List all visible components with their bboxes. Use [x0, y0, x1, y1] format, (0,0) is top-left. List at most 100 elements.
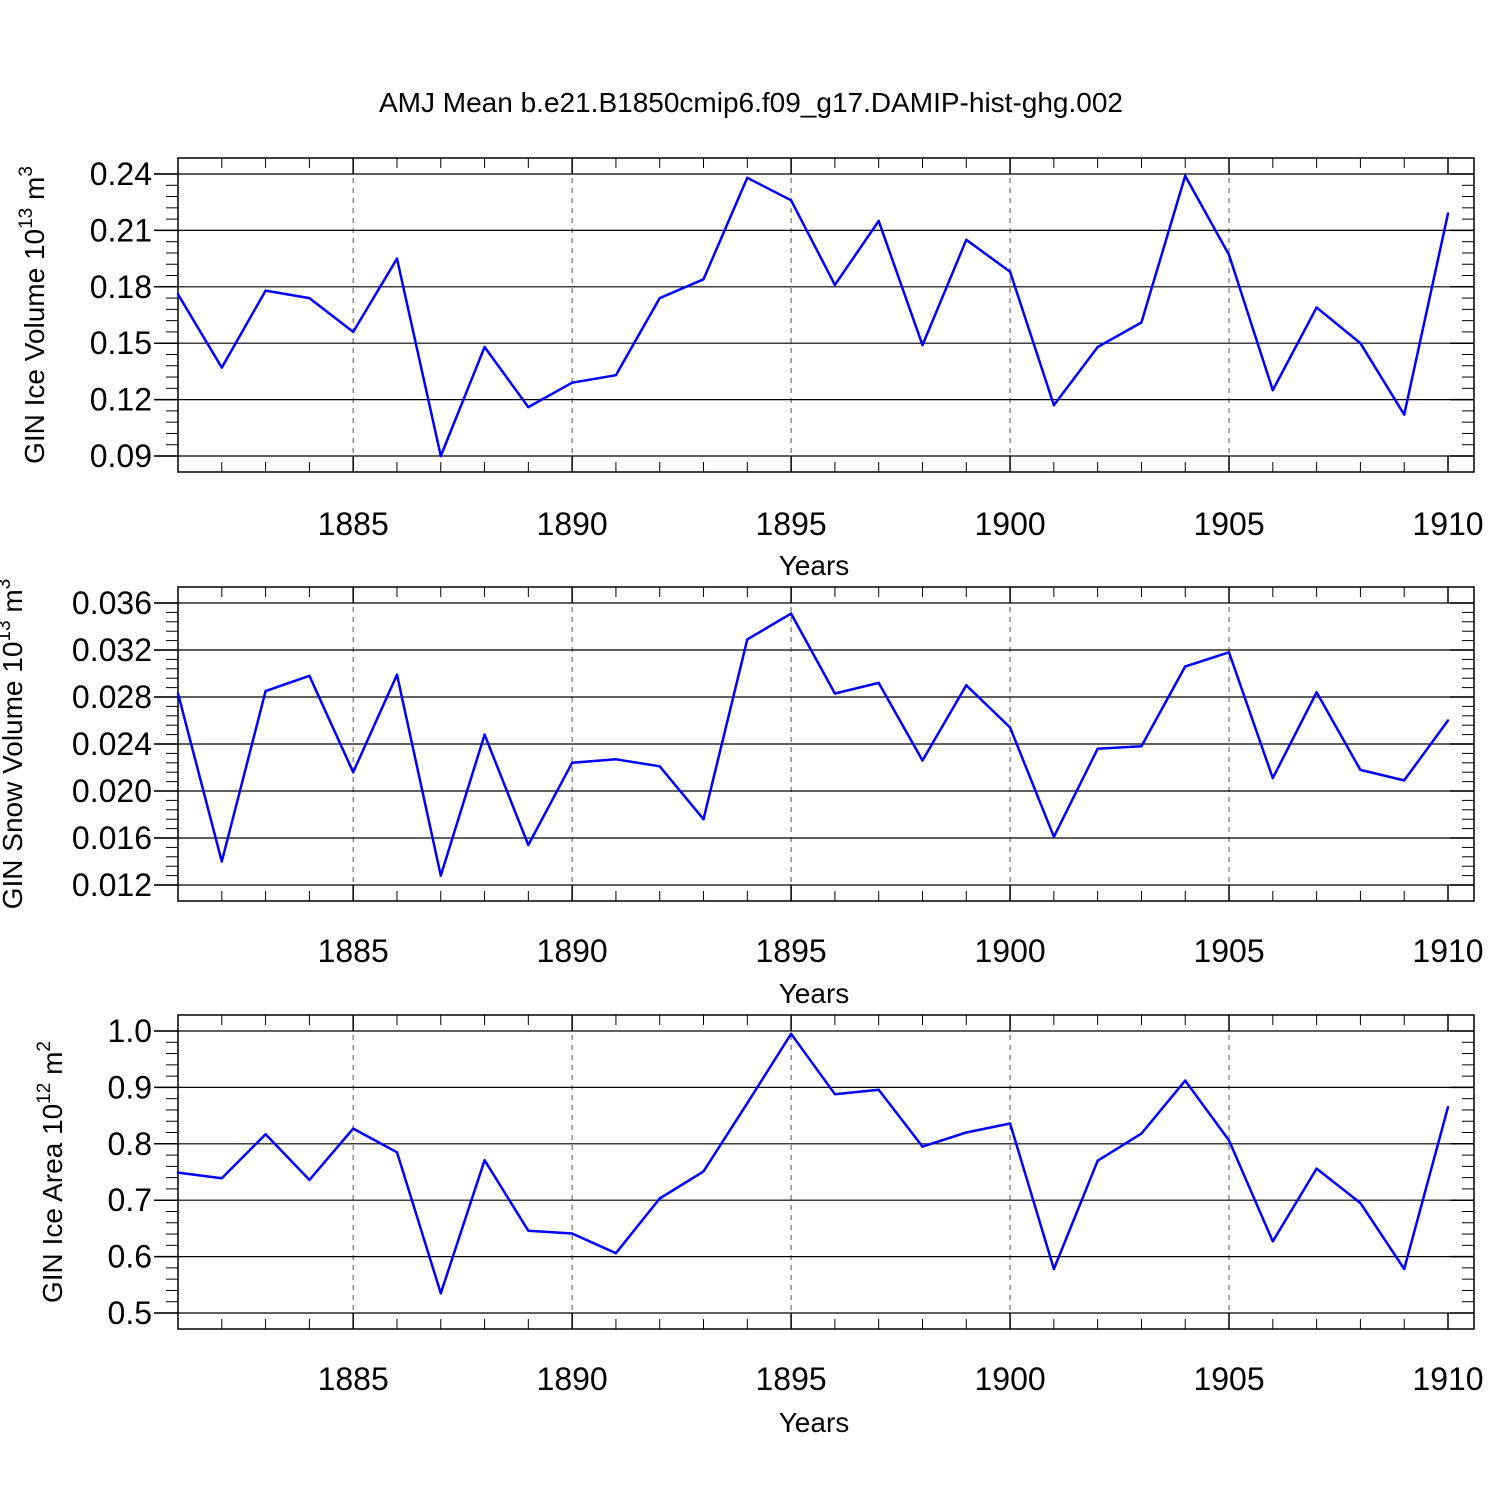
- panel-gin-ice-volume: 0.09 0.12 0.15 0.18 0.21 0.24 1885 1890 1895 1900…: [16, 156, 1484, 581]
- data-point: [264, 689, 267, 693]
- data-point: [702, 278, 705, 281]
- data-point: [439, 874, 442, 877]
- y-tick-label: 0.016: [72, 820, 152, 856]
- data-point: [483, 1158, 486, 1162]
- data-point: [308, 296, 311, 300]
- data-point: [351, 1127, 355, 1130]
- data-point: [1184, 665, 1187, 668]
- data-point: [965, 684, 968, 687]
- data-point: [308, 1178, 311, 1182]
- data-point: [658, 765, 661, 768]
- x-tick-label: 1885: [318, 506, 389, 542]
- data-point: [1271, 776, 1275, 780]
- y-tick-label: 0.5: [108, 1295, 152, 1331]
- data-point: [1184, 174, 1187, 178]
- y-tick-label: 0.7: [108, 1182, 152, 1218]
- data-point: [658, 1197, 661, 1200]
- data-point: [220, 366, 223, 369]
- data-point: [702, 818, 705, 821]
- data-point: [570, 761, 574, 764]
- data-point: [1008, 1122, 1012, 1125]
- data-point: [1008, 270, 1012, 273]
- y-tick-label: 0.15: [90, 325, 152, 361]
- data-point: [483, 345, 486, 349]
- data-point: [1008, 726, 1012, 729]
- x-axis-label: Years: [779, 1407, 850, 1438]
- data-point: [1140, 1132, 1143, 1135]
- data-point: [351, 771, 355, 774]
- data-point: [220, 860, 223, 863]
- data-point: [614, 758, 618, 761]
- y-tick-label: 0.21: [90, 212, 152, 248]
- data-point: [264, 289, 267, 292]
- x-tick-label: 1895: [756, 933, 827, 969]
- data-point: [570, 381, 574, 384]
- x-tick-label: 1900: [974, 933, 1045, 969]
- data-point: [1140, 321, 1143, 324]
- y-tick-label: 0.020: [72, 773, 152, 809]
- series-line: [176, 612, 1450, 877]
- data-point: [1403, 779, 1406, 782]
- data-point: [1403, 413, 1406, 416]
- data-point: [1096, 747, 1099, 750]
- data-point: [1359, 342, 1362, 345]
- data-point: [1446, 1105, 1450, 1109]
- data-point: [1315, 1167, 1318, 1170]
- data-point: [1359, 768, 1362, 772]
- data-point: [176, 1171, 180, 1174]
- x-tick-label: 1895: [756, 1361, 827, 1397]
- data-point: [789, 1032, 793, 1036]
- data-point: [395, 257, 399, 260]
- data-point: [614, 373, 618, 377]
- data-point: [833, 692, 837, 695]
- x-tick-label: 1905: [1193, 506, 1264, 542]
- data-point: [965, 238, 968, 241]
- x-axis-label: Years: [779, 978, 850, 1009]
- data-point: [1403, 1267, 1406, 1271]
- data-point: [789, 612, 793, 615]
- data-point: [1140, 745, 1143, 748]
- data-point: [833, 1092, 837, 1096]
- data-point: [746, 1101, 749, 1105]
- data-point: [570, 1232, 574, 1235]
- x-tick-label: 1890: [537, 1361, 608, 1397]
- y-axis-label: GIN Ice Area 1012 m2: [34, 1041, 68, 1303]
- data-point: [1359, 1201, 1362, 1205]
- data-point: [1446, 212, 1450, 215]
- data-point: [1227, 253, 1231, 257]
- x-tick-label: 1910: [1412, 1361, 1483, 1397]
- y-tick-label: 0.24: [90, 156, 152, 192]
- data-point: [527, 405, 530, 409]
- y-tick-label: 0.9: [108, 1069, 152, 1105]
- series-line: [176, 174, 1450, 458]
- panel-gin-snow-volume: 0.012 0.016 0.020 0.024 0.028 0.032 0.036 1885 1…: [0, 579, 1484, 1009]
- x-tick-label: 1885: [318, 933, 389, 969]
- data-point: [527, 1229, 530, 1232]
- data-point: [702, 1170, 705, 1173]
- data-point: [1227, 1139, 1231, 1142]
- data-point: [176, 692, 180, 695]
- plot-frame: [177, 1014, 1475, 1330]
- data-point: [220, 1177, 223, 1180]
- x-tick-label: 1895: [756, 506, 827, 542]
- plot-frame: [177, 157, 1475, 473]
- data-point: [439, 1292, 442, 1295]
- y-axis-label: GIN Snow Volume 1013 m3: [0, 579, 28, 910]
- data-point: [877, 681, 880, 685]
- data-point: [1227, 651, 1231, 654]
- y-tick-label: 0.8: [108, 1126, 152, 1162]
- data-point: [746, 176, 749, 179]
- data-point: [1052, 404, 1056, 407]
- data-point: [1096, 345, 1099, 349]
- x-tick-label: 1900: [974, 1361, 1045, 1397]
- y-tick-label: 0.036: [72, 585, 152, 621]
- y-tick-label: 1.0: [108, 1013, 152, 1049]
- data-point: [1271, 389, 1275, 392]
- data-point: [789, 199, 793, 202]
- x-axis-label: Years: [779, 550, 850, 581]
- plot-frame: [177, 586, 1475, 902]
- data-point: [351, 330, 355, 334]
- data-point: [921, 1145, 924, 1148]
- data-point: [1184, 1079, 1187, 1082]
- data-point: [746, 638, 749, 641]
